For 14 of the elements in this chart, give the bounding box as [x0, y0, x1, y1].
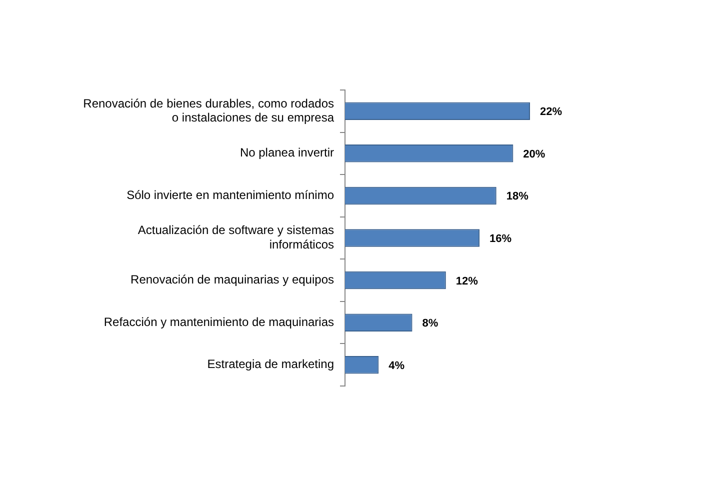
- y-tick-label: Actualización de software y sistemas informáticos: [138, 223, 334, 252]
- data-label: 16%: [490, 233, 512, 246]
- data-label: 4%: [388, 360, 405, 372]
- y-tick-label: Renovación de maquinarias y equipos: [130, 272, 334, 287]
- y-tick-label: Sólo invierte en mantenimiento mínimo: [126, 188, 334, 202]
- y-tick-label: Renovación de bienes durables, como rodados o instalaciones de su empresa: [83, 96, 334, 125]
- y-tick-label: No planea invertir: [240, 146, 334, 160]
- data-label: 12%: [456, 275, 478, 288]
- y-tick-label: Refacción y mantenimiento de maquinarias: [104, 314, 334, 329]
- data-label: 22%: [540, 106, 562, 118]
- data-label: 18%: [506, 190, 529, 203]
- y-tick-label: Estrategia de marketing: [207, 357, 334, 372]
- data-label: 20%: [523, 148, 546, 160]
- data-label: 8%: [422, 318, 438, 330]
